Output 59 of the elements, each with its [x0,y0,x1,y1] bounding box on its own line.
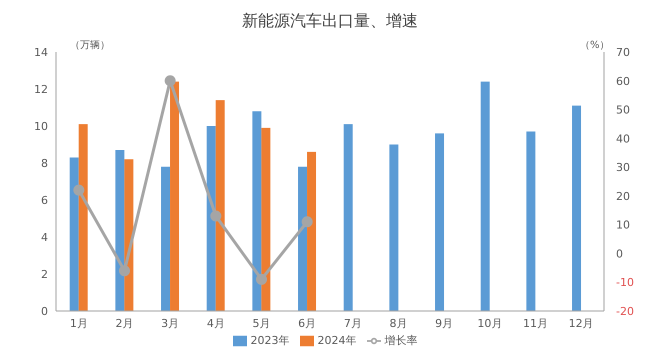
bar [70,157,79,311]
y2-tick-label: 70 [616,46,630,59]
y2-tick-label: 10 [616,218,630,232]
y-tick-label: 4 [41,230,48,244]
x-tick-label: 7月 [344,316,362,330]
bar [526,132,536,311]
bar [344,124,353,311]
y2-tick-label: -10 [616,276,634,290]
y-tick-label: 6 [41,194,48,207]
legend-label: 2024年 [318,334,356,347]
y2-tick-label: 40 [616,132,630,146]
point [210,210,222,222]
x-tick-label: 12月 [568,316,594,330]
x-tick-label: 11月 [523,316,548,330]
bar [307,152,316,311]
y2-tick-label: 30 [616,161,630,174]
bar [78,124,88,311]
point [302,216,313,228]
bar [435,133,444,311]
bar [252,111,262,311]
bar [480,82,490,311]
y-tick-label: 0 [41,304,48,318]
legend-label: 增长率 [384,334,418,347]
x-tick-label: 10月 [477,316,502,330]
y-tick-label: 8 [41,156,48,170]
x-tick-label: 5月 [252,316,270,330]
y2-tick-label: 0 [616,247,623,260]
y2-tick-label: -20 [616,305,634,318]
y2-tick-label: 60 [616,74,630,88]
legend-label: 2023年 [250,334,290,347]
x-tick-label: 3月 [161,316,180,330]
point [256,274,267,285]
y-tick-label: 2 [41,268,48,281]
x-tick-label: 6月 [298,316,316,330]
bar [572,106,582,311]
point [119,265,130,276]
y2-axis-title: （%） [580,39,610,52]
y-tick-label: 10 [34,120,48,133]
y2-tick-label: 20 [616,190,630,203]
bar [115,150,124,311]
y-tick-label: 14 [34,46,48,59]
bar [216,100,225,311]
point [164,75,176,86]
bar [261,128,270,311]
y-tick-label: 12 [34,82,48,96]
x-tick-label: 9月 [435,316,454,330]
y2-tick-label: 50 [616,104,630,117]
bar [389,144,398,311]
x-tick-label: 4月 [206,316,225,330]
bar [161,166,170,311]
chart-title: 新能源汽车出口量、增速 [241,10,419,32]
x-tick-label: 8月 [390,316,408,330]
bar [170,82,180,311]
x-tick-label: 1月 [70,316,88,330]
bar [298,166,308,311]
x-tick-label: 2月 [116,316,134,330]
y-axis-title: （万辆） [70,39,110,52]
bar [206,126,216,311]
point [73,184,84,196]
